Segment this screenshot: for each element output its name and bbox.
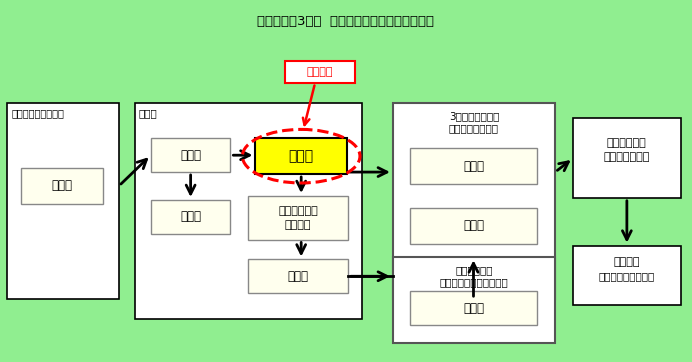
Text: 放射線管理用: 放射線管理用 — [607, 138, 647, 148]
Text: 監視盤: 監視盤 — [139, 109, 158, 119]
Bar — [248, 196, 348, 240]
Bar — [573, 118, 681, 198]
Text: （野外モニタ盤）: （野外モニタ盤） — [449, 123, 499, 134]
Text: 変換器: 変換器 — [288, 270, 309, 283]
Text: 記録計: 記録計 — [180, 210, 201, 223]
Bar — [151, 138, 230, 172]
Text: 指示計: 指示計 — [180, 149, 201, 162]
Bar — [573, 245, 681, 305]
Text: （環境モニタリング盤）: （環境モニタリング盤） — [439, 277, 509, 287]
Bar — [21, 168, 103, 204]
Bar — [393, 257, 555, 343]
Text: 変換器: 変換器 — [289, 149, 313, 163]
Text: 検出器: 検出器 — [52, 180, 73, 193]
Text: 伊方発電所3号機  放水ピットモニタ系統概略図: 伊方発電所3号機 放水ピットモニタ系統概略図 — [257, 15, 435, 28]
Bar — [248, 260, 348, 293]
Bar — [8, 102, 119, 299]
Bar — [135, 102, 362, 319]
Bar — [285, 61, 355, 83]
Bar — [410, 148, 537, 184]
Text: 自治体へ: 自治体へ — [614, 257, 640, 268]
Text: サンプリングラック: サンプリングラック — [11, 109, 64, 119]
Text: 当該箇所: 当該箇所 — [307, 67, 334, 77]
Bar — [410, 291, 537, 325]
Text: 記録計: 記録計 — [463, 219, 484, 232]
Text: 計算機システム: 計算機システム — [603, 152, 650, 162]
Text: カプセル: カプセル — [285, 220, 311, 230]
Text: 3号機中央制御室: 3号機中央制御室 — [449, 111, 499, 122]
Bar — [255, 138, 347, 174]
Text: 記録計: 記録計 — [463, 302, 484, 315]
Bar — [393, 102, 555, 299]
Text: 緊急時対策所: 緊急時対策所 — [455, 265, 493, 275]
Text: アナログ入力: アナログ入力 — [278, 206, 318, 216]
Text: 指示計: 指示計 — [463, 160, 484, 173]
Text: （テレメータ伝送）: （テレメータ伝送） — [599, 271, 655, 281]
Bar — [410, 208, 537, 244]
Bar — [151, 200, 230, 233]
